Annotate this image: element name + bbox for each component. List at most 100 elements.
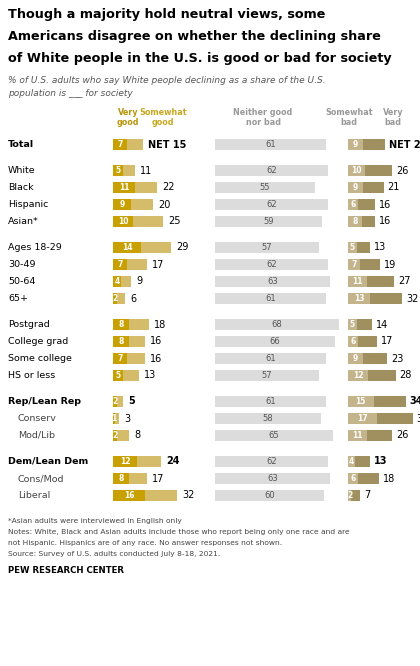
Text: 10: 10 bbox=[118, 217, 128, 226]
Bar bbox=[113, 319, 129, 330]
Bar bbox=[358, 473, 378, 484]
Text: Some college: Some college bbox=[8, 354, 72, 363]
Bar bbox=[123, 165, 135, 176]
Bar bbox=[113, 473, 129, 484]
Text: 19: 19 bbox=[384, 260, 396, 270]
Bar bbox=[348, 396, 373, 407]
Text: 66: 66 bbox=[270, 337, 281, 346]
Text: 8: 8 bbox=[118, 320, 123, 329]
Text: 61: 61 bbox=[265, 294, 276, 303]
Bar bbox=[362, 216, 375, 227]
Bar bbox=[348, 259, 360, 270]
Bar bbox=[113, 199, 131, 210]
Text: 6: 6 bbox=[350, 200, 356, 209]
Bar bbox=[355, 456, 370, 467]
Bar bbox=[348, 319, 357, 330]
Bar bbox=[113, 413, 115, 424]
Text: Asian*: Asian* bbox=[8, 217, 39, 226]
Text: Somewhat
good: Somewhat good bbox=[139, 108, 187, 127]
Text: 7: 7 bbox=[351, 260, 357, 269]
Text: 50-64: 50-64 bbox=[8, 277, 35, 286]
Bar bbox=[113, 430, 117, 441]
Bar bbox=[215, 165, 328, 176]
Bar bbox=[358, 336, 377, 347]
Bar bbox=[145, 490, 177, 501]
Text: Very
good: Very good bbox=[117, 108, 139, 127]
Text: 9: 9 bbox=[353, 354, 358, 363]
Bar bbox=[215, 456, 328, 467]
Bar bbox=[117, 430, 129, 441]
Text: 18: 18 bbox=[154, 320, 166, 330]
Text: 5: 5 bbox=[350, 243, 355, 252]
Text: Notes: White, Black and Asian adults include those who report being only one rac: Notes: White, Black and Asian adults inc… bbox=[8, 529, 349, 535]
Text: 62: 62 bbox=[266, 260, 277, 269]
Text: 15: 15 bbox=[356, 397, 366, 406]
Text: Very
bad: Very bad bbox=[383, 108, 403, 127]
Bar bbox=[113, 216, 133, 227]
Text: 38: 38 bbox=[417, 414, 420, 424]
Bar bbox=[141, 242, 171, 253]
Text: Americans disagree on whether the declining share: Americans disagree on whether the declin… bbox=[8, 30, 381, 43]
Bar bbox=[113, 456, 137, 467]
Bar bbox=[113, 336, 129, 347]
Text: 2: 2 bbox=[113, 294, 118, 303]
Text: 58: 58 bbox=[262, 414, 273, 423]
Text: 13: 13 bbox=[144, 370, 156, 380]
Text: Hispanic: Hispanic bbox=[8, 200, 48, 209]
Text: 63: 63 bbox=[267, 474, 278, 483]
Text: 14: 14 bbox=[122, 243, 132, 252]
Text: Ages 18-29: Ages 18-29 bbox=[8, 243, 62, 252]
Text: 16: 16 bbox=[379, 216, 391, 226]
Bar bbox=[348, 370, 368, 381]
Text: 7: 7 bbox=[117, 260, 123, 269]
Bar bbox=[137, 456, 161, 467]
Text: 2: 2 bbox=[113, 431, 118, 440]
Text: 11: 11 bbox=[352, 277, 362, 286]
Bar bbox=[113, 293, 117, 304]
Text: 30-49: 30-49 bbox=[8, 260, 36, 269]
Text: 62: 62 bbox=[266, 166, 277, 175]
Text: 7: 7 bbox=[364, 490, 370, 501]
Text: NET 22: NET 22 bbox=[389, 139, 420, 149]
Bar bbox=[368, 370, 396, 381]
Bar bbox=[348, 490, 352, 501]
Bar bbox=[215, 216, 323, 227]
Bar bbox=[113, 353, 127, 364]
Bar bbox=[215, 199, 328, 210]
Bar bbox=[127, 259, 147, 270]
Text: Black: Black bbox=[8, 183, 34, 192]
Text: 12: 12 bbox=[120, 457, 130, 466]
Text: 20: 20 bbox=[158, 200, 171, 210]
Text: 1: 1 bbox=[111, 414, 117, 423]
Bar bbox=[365, 165, 392, 176]
Bar bbox=[113, 259, 127, 270]
Text: 61: 61 bbox=[265, 397, 276, 406]
Text: 17: 17 bbox=[381, 336, 393, 346]
Text: 13: 13 bbox=[354, 294, 364, 303]
Bar bbox=[215, 430, 333, 441]
Text: 4: 4 bbox=[114, 277, 120, 286]
Text: 26: 26 bbox=[396, 165, 409, 176]
Text: 26: 26 bbox=[396, 430, 409, 440]
Bar bbox=[348, 216, 362, 227]
Text: 9: 9 bbox=[136, 276, 142, 286]
Text: Liberal: Liberal bbox=[18, 491, 50, 500]
Bar bbox=[129, 473, 147, 484]
Text: 57: 57 bbox=[262, 243, 272, 252]
Text: 5: 5 bbox=[350, 320, 355, 329]
Bar bbox=[123, 370, 139, 381]
Text: 12: 12 bbox=[353, 371, 363, 380]
Bar bbox=[348, 430, 367, 441]
Bar bbox=[113, 165, 123, 176]
Text: 28: 28 bbox=[399, 370, 412, 380]
Text: 59: 59 bbox=[263, 217, 274, 226]
Text: 5: 5 bbox=[116, 371, 121, 380]
Text: HS or less: HS or less bbox=[8, 371, 55, 380]
Bar bbox=[129, 319, 149, 330]
Text: 10: 10 bbox=[351, 166, 362, 175]
Bar bbox=[127, 139, 143, 150]
Text: 63: 63 bbox=[267, 277, 278, 286]
Text: population is ___ for society: population is ___ for society bbox=[8, 89, 133, 98]
Text: 24: 24 bbox=[166, 456, 179, 466]
Bar bbox=[215, 259, 328, 270]
